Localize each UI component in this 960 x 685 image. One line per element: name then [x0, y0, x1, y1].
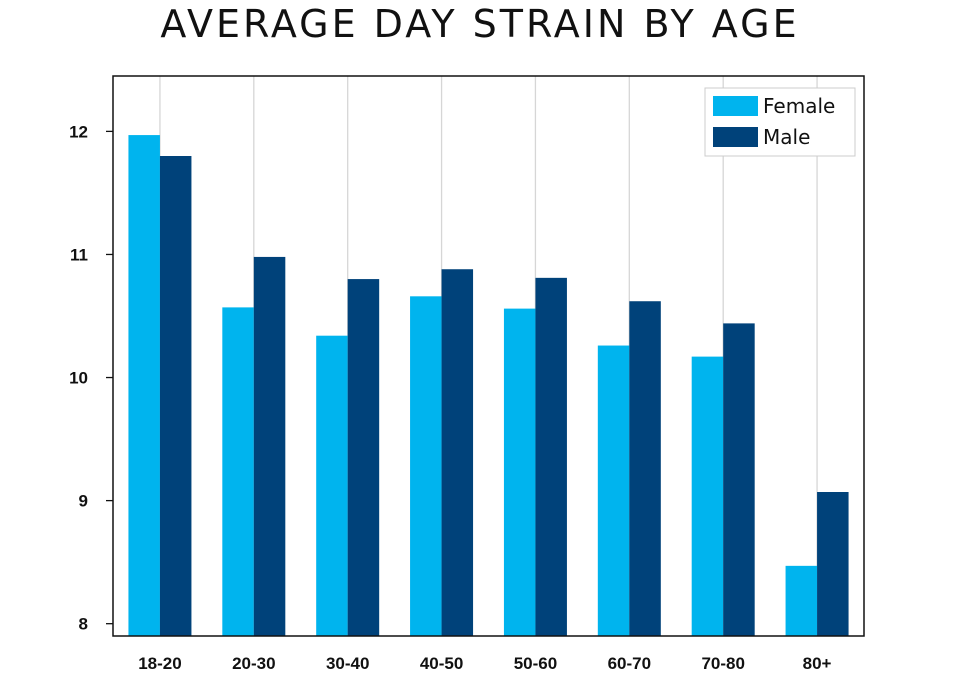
- y-tick-label: 10: [69, 369, 88, 388]
- y-axis-ticks: 8 9 10 11 12: [69, 122, 113, 634]
- bar-male-80: [817, 492, 849, 636]
- x-tick-label: 40-50: [420, 654, 463, 673]
- bar-female-50-60: [503, 308, 536, 636]
- x-tick-label: 18-20: [138, 654, 181, 673]
- y-tick-label: 11: [70, 245, 88, 264]
- legend-label-male: Male: [763, 125, 810, 149]
- plot-frame: [112, 75, 865, 637]
- y-tick-label: 8: [79, 615, 88, 634]
- bar-female-70-80: [691, 356, 724, 636]
- x-tick-label: 30-40: [326, 654, 369, 673]
- bars: [128, 135, 849, 637]
- bar-male-70-80: [723, 323, 755, 636]
- x-tick-label: 70-80: [701, 654, 744, 673]
- bar-male-60-70: [629, 301, 661, 636]
- bar-male-18-20: [159, 156, 192, 636]
- x-tick-label: 60-70: [608, 654, 651, 673]
- x-tick-label: 50-60: [514, 654, 557, 673]
- bar-female-20-30: [222, 307, 254, 636]
- bar-male-30-40: [347, 279, 380, 636]
- bar-female-80: [785, 565, 818, 636]
- bar-male-20-30: [253, 256, 286, 636]
- bar-female-18-20: [128, 135, 160, 637]
- bar-male-50-60: [535, 277, 567, 636]
- y-tick-label: 9: [79, 492, 88, 511]
- bar-female-60-70: [597, 345, 630, 636]
- x-tick-label: 80+: [803, 654, 832, 673]
- x-tick-label: 20-30: [232, 654, 275, 673]
- chart-title: AVERAGE DAY STRAIN BY AGE: [160, 2, 800, 46]
- legend: Female Male: [704, 87, 856, 157]
- y-tick-label: 12: [69, 122, 88, 141]
- bar-female-30-40: [316, 335, 348, 636]
- legend-swatch-female: [713, 96, 758, 116]
- x-axis-ticks: 18-20 20-30 30-40 40-50 50-60 60-70 70-80 80+: [138, 654, 831, 673]
- bar-female-40-50: [410, 296, 442, 636]
- legend-label-female: Female: [763, 94, 835, 118]
- legend-swatch-male: [713, 127, 758, 147]
- bar-male-40-50: [441, 269, 474, 636]
